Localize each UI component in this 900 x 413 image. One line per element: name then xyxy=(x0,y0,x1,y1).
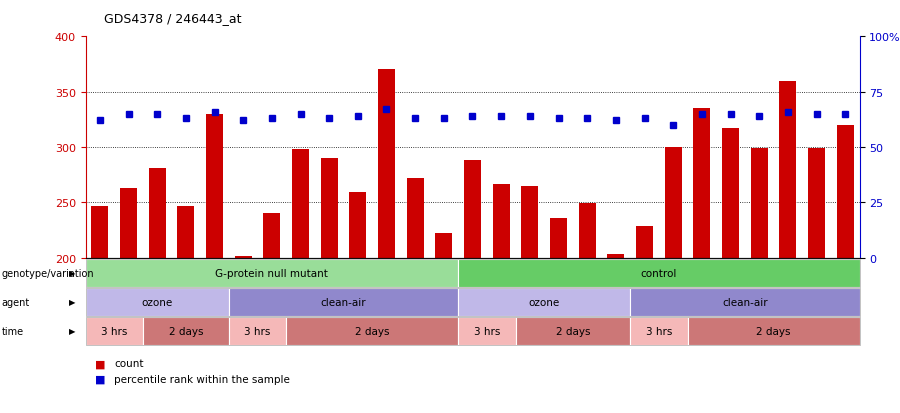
Text: G-protein null mutant: G-protein null mutant xyxy=(215,268,328,278)
Text: time: time xyxy=(2,326,24,336)
Bar xyxy=(378,70,395,258)
Bar xyxy=(608,255,625,258)
Bar xyxy=(492,184,509,258)
Bar xyxy=(837,126,854,258)
Text: 2 days: 2 days xyxy=(168,326,203,336)
Bar xyxy=(521,186,538,258)
Text: clean-air: clean-air xyxy=(722,297,768,307)
Text: ozone: ozone xyxy=(141,297,173,307)
Text: GDS4378 / 246443_at: GDS4378 / 246443_at xyxy=(104,12,241,25)
Bar xyxy=(148,169,166,258)
Bar xyxy=(664,148,682,258)
Bar xyxy=(349,193,366,258)
Bar xyxy=(407,178,424,258)
Bar xyxy=(751,149,768,258)
Text: ▶: ▶ xyxy=(69,326,76,335)
Bar xyxy=(320,159,338,258)
Text: clean-air: clean-air xyxy=(320,297,366,307)
Text: ozone: ozone xyxy=(528,297,560,307)
Text: genotype/variation: genotype/variation xyxy=(2,268,94,278)
Bar xyxy=(779,81,796,258)
Bar xyxy=(263,214,281,258)
Text: agent: agent xyxy=(2,297,30,307)
Text: ▶: ▶ xyxy=(69,268,76,278)
Bar xyxy=(91,206,108,258)
Text: 3 hrs: 3 hrs xyxy=(473,326,500,336)
Bar xyxy=(235,256,252,258)
Text: 3 hrs: 3 hrs xyxy=(101,326,128,336)
Bar xyxy=(636,226,653,258)
Text: 3 hrs: 3 hrs xyxy=(244,326,271,336)
Bar xyxy=(464,161,482,258)
Text: percentile rank within the sample: percentile rank within the sample xyxy=(114,374,290,384)
Bar xyxy=(436,234,453,258)
Bar xyxy=(292,150,309,258)
Bar xyxy=(550,218,567,258)
Text: 2 days: 2 days xyxy=(555,326,590,336)
Text: 2 days: 2 days xyxy=(756,326,791,336)
Text: ▶: ▶ xyxy=(69,297,76,306)
Text: control: control xyxy=(641,268,677,278)
Bar xyxy=(693,109,710,258)
Bar xyxy=(120,188,137,258)
Text: 2 days: 2 days xyxy=(355,326,390,336)
Bar xyxy=(177,206,194,258)
Bar xyxy=(579,204,596,258)
Bar xyxy=(722,129,739,258)
Text: 3 hrs: 3 hrs xyxy=(645,326,672,336)
Bar xyxy=(808,149,825,258)
Text: count: count xyxy=(114,358,144,368)
Text: ■: ■ xyxy=(94,358,105,368)
Text: ■: ■ xyxy=(94,374,105,384)
Bar xyxy=(206,114,223,258)
